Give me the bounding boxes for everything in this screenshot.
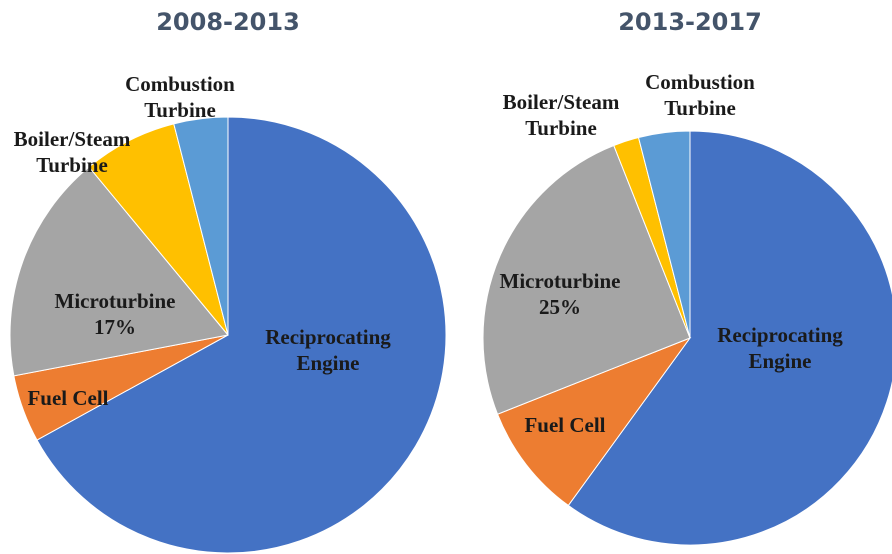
slice-label: Boiler/Steam Turbine [0, 126, 157, 178]
slice-label: Fuel Cell [480, 412, 650, 438]
pie-slice [36, 116, 447, 554]
category-label: Boiler/Steam Turbine [502, 90, 620, 140]
pie-slice [482, 144, 691, 415]
slice-label: Fuel Cell [0, 385, 153, 411]
category-label: Fuel Cell [524, 413, 606, 437]
category-label: Reciprocating Engine [717, 323, 843, 373]
category-label: Boiler/Steam Turbine [13, 127, 131, 177]
pie-slice [9, 166, 229, 377]
value-label: 25% [539, 295, 581, 319]
slice-label: Boiler/Steam Turbine [476, 89, 646, 141]
pie-slice [567, 130, 892, 546]
pie-slice [637, 130, 691, 339]
pie-slice [496, 336, 692, 507]
slice-label: Combustion Turbine [615, 69, 785, 121]
slice-label: Reciprocating Engine [243, 324, 413, 376]
slice-label: Microturbine 17% [30, 288, 200, 340]
category-label: Microturbine [54, 289, 176, 313]
category-label: Microturbine [499, 269, 621, 293]
chart-title: 2013-2017 [618, 8, 762, 36]
category-label: Reciprocating Engine [265, 325, 391, 375]
slice-label: Combustion Turbine [95, 71, 265, 123]
pie-slice [173, 116, 229, 336]
slice-label: Reciprocating Engine [695, 322, 865, 374]
value-label: 17% [94, 315, 136, 339]
slice-label: Microturbine 25% [475, 268, 645, 320]
chart-title: 2008-2013 [156, 8, 300, 36]
category-label: Fuel Cell [27, 386, 109, 410]
category-label: Combustion Turbine [125, 72, 235, 122]
category-label: Combustion Turbine [645, 70, 755, 120]
